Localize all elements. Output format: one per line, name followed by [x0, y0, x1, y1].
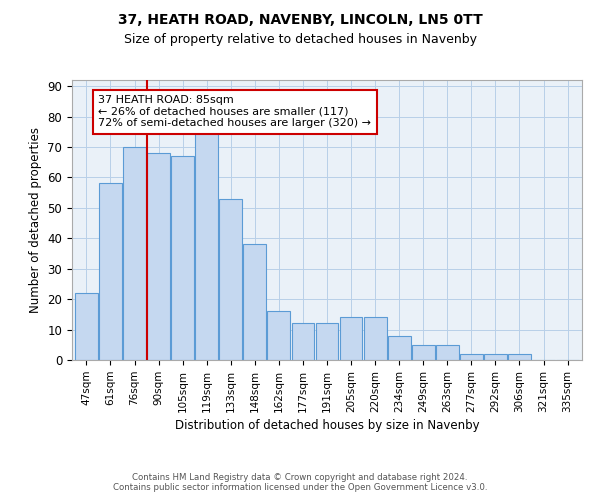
- Bar: [340, 318, 362, 360]
- Bar: [244, 244, 266, 360]
- Bar: [436, 345, 459, 360]
- Bar: [364, 318, 386, 360]
- Text: 37 HEATH ROAD: 85sqm
← 26% of detached houses are smaller (117)
72% of semi-deta: 37 HEATH ROAD: 85sqm ← 26% of detached h…: [98, 95, 371, 128]
- Bar: [220, 198, 242, 360]
- Bar: [171, 156, 194, 360]
- Bar: [388, 336, 410, 360]
- Bar: [460, 354, 483, 360]
- Bar: [123, 147, 146, 360]
- Bar: [484, 354, 507, 360]
- Y-axis label: Number of detached properties: Number of detached properties: [29, 127, 42, 313]
- Text: Size of property relative to detached houses in Navenby: Size of property relative to detached ho…: [124, 32, 476, 46]
- Bar: [508, 354, 531, 360]
- Bar: [99, 184, 122, 360]
- Bar: [195, 128, 218, 360]
- X-axis label: Distribution of detached houses by size in Navenby: Distribution of detached houses by size …: [175, 419, 479, 432]
- Bar: [316, 324, 338, 360]
- Bar: [147, 153, 170, 360]
- Bar: [75, 293, 98, 360]
- Text: Contains HM Land Registry data © Crown copyright and database right 2024.
Contai: Contains HM Land Registry data © Crown c…: [113, 473, 487, 492]
- Bar: [292, 324, 314, 360]
- Text: 37, HEATH ROAD, NAVENBY, LINCOLN, LN5 0TT: 37, HEATH ROAD, NAVENBY, LINCOLN, LN5 0T…: [118, 12, 482, 26]
- Bar: [412, 345, 434, 360]
- Bar: [268, 312, 290, 360]
